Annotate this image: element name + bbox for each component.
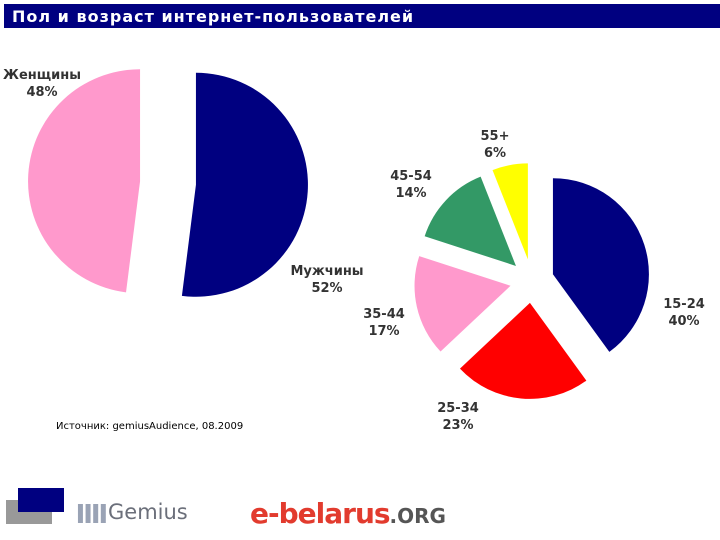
- slice-value-label: 14%: [395, 186, 426, 201]
- slice-value-label: 52%: [311, 281, 342, 296]
- pie-slice-1: [181, 72, 308, 297]
- slice-label: 15-24: [663, 297, 705, 312]
- slice-label: Мужчины: [290, 264, 363, 279]
- ebelarus-logo-suffix: .ORG: [389, 504, 446, 528]
- slice-value-label: 40%: [668, 314, 699, 329]
- gemius-logo-text: Gemius: [108, 500, 188, 524]
- title-bar: Пол и возраст интернет-пользователей: [4, 4, 720, 28]
- pie-slice-2: [28, 69, 141, 293]
- slice-label: 35-44: [363, 307, 405, 322]
- pie-slice-1: [552, 178, 649, 352]
- slice-value-label: 23%: [442, 418, 473, 433]
- slice-value-label: 17%: [368, 324, 399, 339]
- source-note: Источник: gemiusAudience, 08.2009: [56, 421, 244, 432]
- slice-value-label: 6%: [484, 146, 506, 161]
- ebelarus-logo: e-belarus.ORG: [250, 497, 446, 530]
- gemius-logo: ▌▌▌▌ Gemius: [78, 500, 188, 530]
- pie-slice-4: [424, 176, 516, 266]
- decor-square-navy: [18, 488, 64, 512]
- gender-pie: Мужчины 52% Женщины 48%: [3, 68, 364, 297]
- ebelarus-logo-main: e-belarus: [250, 497, 391, 530]
- pie-slice-2: [459, 302, 587, 399]
- slice-label: 55+: [481, 129, 510, 144]
- pie-slice-5: [492, 163, 528, 260]
- pie-slice-3: [414, 256, 511, 352]
- slice-label: 25-34: [437, 401, 479, 416]
- gemius-logo-mark: ▌▌▌▌: [78, 504, 111, 523]
- slice-value-label: 48%: [26, 85, 57, 100]
- slice-label: 45-54: [390, 169, 432, 184]
- slice-label: Женщины: [3, 68, 81, 83]
- age-pie: 15-24 40% 25-34 23% 35-44 17% 45-54 14% 55+ 6%: [363, 129, 705, 433]
- page-title: Пол и возраст интернет-пользователей: [12, 7, 415, 26]
